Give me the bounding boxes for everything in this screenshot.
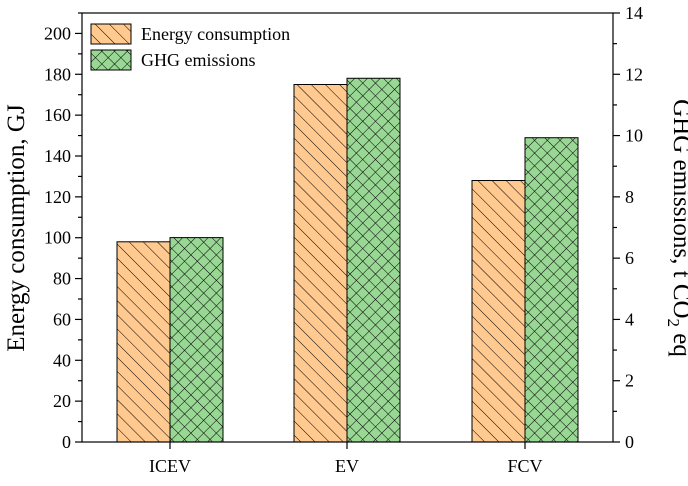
right-tick-label: 6 — [625, 248, 634, 268]
legend: Energy consumption GHG emissions — [90, 23, 290, 71]
right-y-axis: 0 2 4 6 8 10 12 14 — [613, 3, 643, 452]
right-tick-label: 14 — [625, 3, 643, 23]
bar-fcv-ghg — [524, 137, 579, 443]
left-tick-label: 180 — [44, 64, 71, 84]
left-y-axis: 0 20 40 60 80 100 120 140 160 180 200 — [44, 12, 82, 452]
legend-swatch-energy — [90, 23, 132, 45]
legend-label-ghg: GHG emissions — [141, 50, 256, 70]
right-tick-label: 8 — [625, 187, 634, 207]
left-tick-label: 100 — [44, 228, 71, 248]
right-tick-label: 0 — [625, 432, 634, 452]
bar-ev-energy — [293, 84, 348, 443]
left-tick-label: 120 — [44, 187, 71, 207]
right-tick-label: 10 — [625, 126, 643, 146]
bar-icev-ghg — [169, 237, 224, 443]
x-tick-label: FCV — [507, 456, 542, 476]
left-tick-label: 80 — [53, 269, 71, 289]
left-tick-label: 140 — [44, 146, 71, 166]
right-y-axis-label: GHG emissions, t CO2 eq — [664, 99, 688, 357]
left-tick-label: 20 — [53, 391, 71, 411]
left-y-axis-label: Energy consumption, GJ — [3, 104, 30, 352]
bar-ev-ghg — [346, 77, 401, 443]
left-tick-label: 60 — [53, 309, 71, 329]
left-tick-label: 0 — [62, 432, 71, 452]
x-axis: ICEV EV FCV — [149, 442, 543, 476]
legend-swatch-ghg — [90, 49, 132, 71]
x-tick-label: EV — [335, 456, 359, 476]
bar-icev-energy — [116, 241, 171, 443]
right-tick-label: 4 — [625, 309, 634, 329]
left-tick-label: 40 — [53, 350, 71, 370]
bar-fcv-energy — [471, 180, 526, 443]
left-tick-label: 200 — [44, 23, 71, 43]
left-tick-label: 160 — [44, 105, 71, 125]
legend-label-energy: Energy consumption — [141, 24, 290, 44]
right-tick-label: 2 — [625, 371, 634, 391]
right-tick-label: 12 — [625, 64, 643, 84]
bars-layer — [116, 77, 579, 443]
x-tick-label: ICEV — [149, 456, 191, 476]
